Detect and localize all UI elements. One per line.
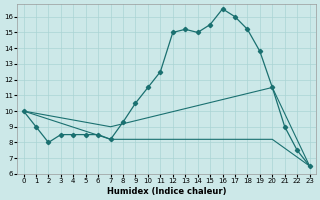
X-axis label: Humidex (Indice chaleur): Humidex (Indice chaleur) <box>107 187 226 196</box>
